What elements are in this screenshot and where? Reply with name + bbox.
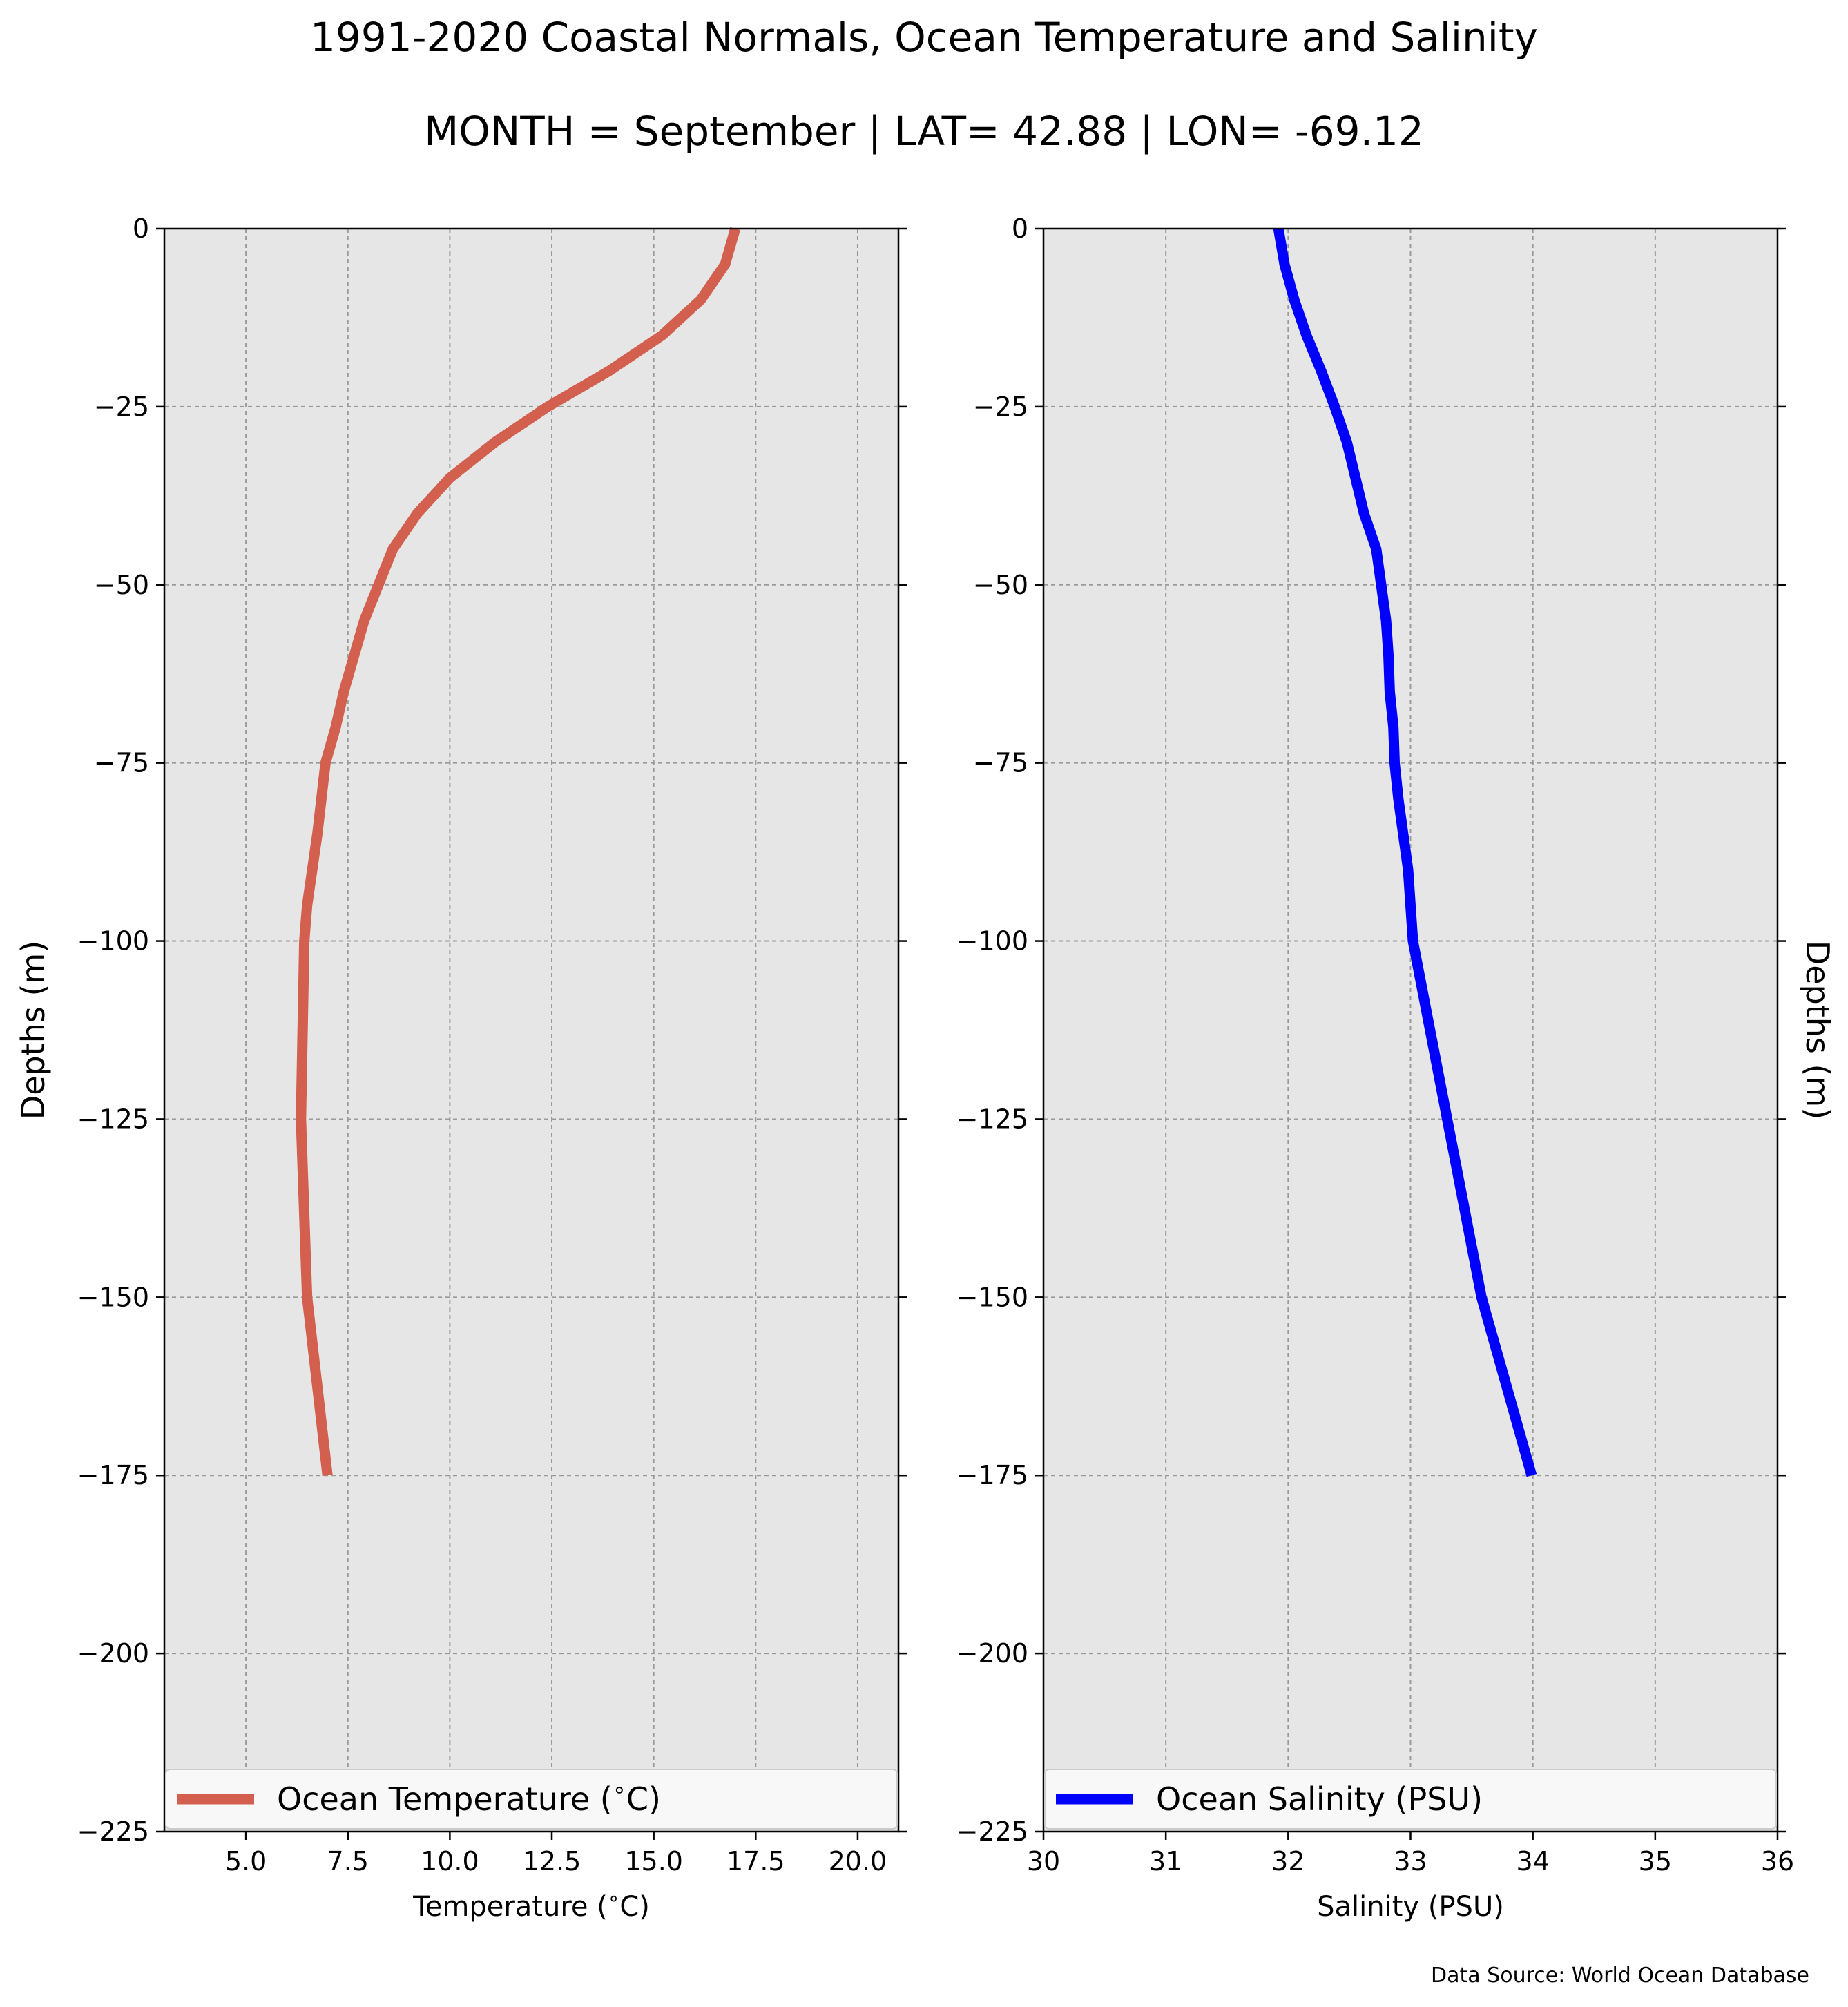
y-tick-label: −200 [77, 1638, 149, 1669]
x-tick-label: 34 [1516, 1846, 1549, 1876]
y-tick-label: −50 [94, 570, 149, 600]
y-tick-label: −100 [77, 926, 149, 957]
x-tick-label: 17.5 [726, 1846, 785, 1876]
x-tick-label: 36 [1761, 1846, 1794, 1876]
x-tick-label: 15.0 [624, 1846, 683, 1876]
y-tick-label: −225 [956, 1816, 1028, 1847]
plot-panel-1: 0 −25 −50 −75 −100 −125 −150 −175 −200 −225 5.0 7.5… [15, 213, 907, 1923]
y-tick-label: −100 [956, 926, 1028, 957]
x-tick-label: 10.0 [421, 1846, 479, 1876]
x-tick-label: 20.0 [829, 1846, 887, 1876]
y-tick-label: −125 [77, 1104, 149, 1134]
y-tick-label: −175 [77, 1460, 149, 1490]
legend-box [1044, 1769, 1777, 1830]
legend-box [165, 1769, 898, 1830]
plot-frame [163, 227, 900, 1833]
x-axis-label: Temperature (∘C) [412, 1887, 650, 1923]
legend: Ocean Salinity (PSU) [1044, 1769, 1777, 1830]
y-tick-label: −25 [973, 392, 1028, 422]
y-tick-label: −25 [94, 392, 149, 422]
series-line-1 [296, 227, 741, 1477]
x-tick-label: 33 [1394, 1846, 1427, 1876]
y-tick-label: 0 [1012, 213, 1028, 244]
y-tick-label: −50 [973, 570, 1028, 600]
legend-label: Ocean Salinity (PSU) [1156, 1780, 1483, 1818]
legend-label: Ocean Temperature (∘C) [277, 1776, 661, 1818]
y-tick-label: −200 [956, 1638, 1028, 1669]
x-tick-label: 30 [1027, 1846, 1060, 1876]
y-axis-label: Depths (m) [1799, 941, 1836, 1120]
y-tick-label: −75 [973, 748, 1028, 778]
y-tick-label: −125 [956, 1104, 1028, 1134]
series-line-1 [1273, 227, 1537, 1477]
x-axis-label: Salinity (PSU) [1317, 1891, 1504, 1923]
chart-title: 1991-2020 Coastal Normals, Ocean Tempera… [310, 14, 1538, 61]
y-tick-label: 0 [133, 213, 149, 244]
x-tick-label: 31 [1149, 1846, 1182, 1876]
plot-background [164, 229, 898, 1832]
y-axis-label: Depths (m) [15, 941, 52, 1120]
y-tick-label: −75 [94, 748, 149, 778]
data-source-note: Data Source: World Ocean Database [1431, 1963, 1809, 1988]
x-tick-label: 7.5 [327, 1846, 369, 1876]
y-tick-label: −150 [956, 1282, 1028, 1312]
x-tick-label: 12.5 [523, 1846, 581, 1876]
x-tick-label: 32 [1271, 1846, 1305, 1876]
y-tick-label: −150 [77, 1282, 149, 1312]
y-tick-label: −175 [956, 1460, 1028, 1490]
x-tick-label: 5.0 [225, 1846, 267, 1876]
y-tick-label: −225 [77, 1816, 149, 1847]
chart-subtitle: MONTH = September | LAT= 42.88 | LON= -6… [424, 108, 1424, 155]
x-tick-label: 35 [1639, 1846, 1672, 1876]
legend: Ocean Temperature (∘C) [165, 1769, 898, 1830]
